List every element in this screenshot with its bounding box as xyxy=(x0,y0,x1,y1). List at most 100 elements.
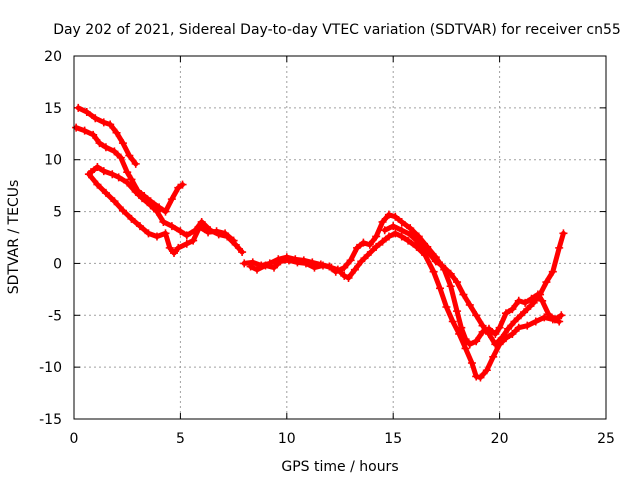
data-point xyxy=(442,302,451,311)
data-point xyxy=(118,206,127,215)
data-point xyxy=(446,282,455,291)
data-point xyxy=(453,278,462,287)
data-point xyxy=(550,315,559,324)
data-point xyxy=(178,180,187,189)
data-point xyxy=(478,321,487,330)
data-point xyxy=(167,195,176,204)
data-point xyxy=(523,321,532,330)
data-point xyxy=(391,212,400,221)
data-point xyxy=(363,251,372,260)
data-point xyxy=(384,210,393,219)
data-point xyxy=(80,126,89,135)
series-track-e xyxy=(246,229,564,382)
data-point xyxy=(397,226,406,235)
data-point xyxy=(472,337,481,346)
data-point xyxy=(504,324,513,333)
data-point xyxy=(118,139,127,148)
data-point xyxy=(135,222,144,231)
series-track-g xyxy=(380,222,568,349)
data-point xyxy=(521,298,530,307)
data-point xyxy=(101,188,110,197)
data-point xyxy=(472,372,481,381)
data-point xyxy=(116,153,125,162)
data-point xyxy=(282,253,291,262)
data-point xyxy=(340,263,349,272)
data-point xyxy=(412,242,421,251)
data-point xyxy=(240,259,249,268)
data-point xyxy=(495,323,504,332)
y-tick-label: 10 xyxy=(44,153,62,169)
data-point xyxy=(346,256,355,265)
data-point xyxy=(110,197,119,206)
data-point xyxy=(114,173,123,182)
data-point xyxy=(508,329,517,338)
data-point xyxy=(459,290,468,299)
data-point xyxy=(423,246,432,255)
data-point xyxy=(161,229,170,238)
x-axis-label: GPS time / hours xyxy=(281,459,398,475)
data-point xyxy=(316,260,325,269)
data-point xyxy=(174,183,183,192)
data-point xyxy=(446,269,455,278)
data-point xyxy=(510,317,519,326)
data-point xyxy=(189,236,198,245)
grid-lines xyxy=(74,56,606,419)
y-tick-label: -5 xyxy=(48,308,62,324)
data-point xyxy=(82,108,91,117)
data-point xyxy=(265,259,274,268)
data-point xyxy=(91,114,100,123)
data-point xyxy=(448,317,457,326)
data-point xyxy=(514,296,523,305)
data-point xyxy=(325,262,334,271)
data-point xyxy=(476,373,485,382)
data-point xyxy=(406,230,415,239)
data-point xyxy=(155,203,164,212)
data-point xyxy=(131,187,140,196)
y-tick-label: 15 xyxy=(44,101,62,117)
y-tick-label: -10 xyxy=(39,360,62,376)
axis-ticks: 0 5 10 15 20 25 -15 -10 -5 0 5 10 15 20 xyxy=(39,49,615,447)
x-tick-label: 15 xyxy=(384,431,402,447)
data-point xyxy=(89,130,98,139)
data-point xyxy=(429,267,438,276)
series-track-d xyxy=(84,170,238,258)
series-track-b xyxy=(72,123,187,216)
data-point xyxy=(229,236,238,245)
data-point xyxy=(465,300,474,309)
chart-title: Day 202 of 2021, Sidereal Day-to-day VTE… xyxy=(53,22,621,38)
data-point xyxy=(167,222,176,231)
data-point xyxy=(465,340,474,349)
series-track-a xyxy=(74,103,140,168)
data-point xyxy=(461,335,470,344)
y-tick-label: 0 xyxy=(53,256,62,272)
x-tick-label: 5 xyxy=(176,431,185,447)
data-point xyxy=(529,298,538,307)
data-point xyxy=(457,323,466,332)
data-point xyxy=(536,290,545,299)
data-point xyxy=(548,267,557,276)
data-point xyxy=(436,284,445,293)
data-point xyxy=(380,226,389,235)
data-point xyxy=(195,223,204,232)
data-point xyxy=(472,311,481,320)
data-point xyxy=(308,258,317,267)
data-point xyxy=(482,366,491,375)
data-point xyxy=(497,334,506,343)
data-point xyxy=(182,231,191,240)
data-point xyxy=(159,217,168,226)
data-point xyxy=(138,194,147,203)
data-point xyxy=(359,238,368,247)
data-point xyxy=(231,240,240,249)
x-tick-label: 0 xyxy=(70,431,79,447)
data-point xyxy=(165,243,174,252)
data-point xyxy=(127,175,136,184)
data-point xyxy=(514,323,523,332)
data-point xyxy=(270,263,279,272)
data-point xyxy=(365,240,374,249)
x-tick-label: 10 xyxy=(278,431,296,447)
data-point xyxy=(559,229,568,238)
data-point xyxy=(112,128,121,137)
plot-frame xyxy=(73,55,607,420)
data-point xyxy=(461,344,470,353)
